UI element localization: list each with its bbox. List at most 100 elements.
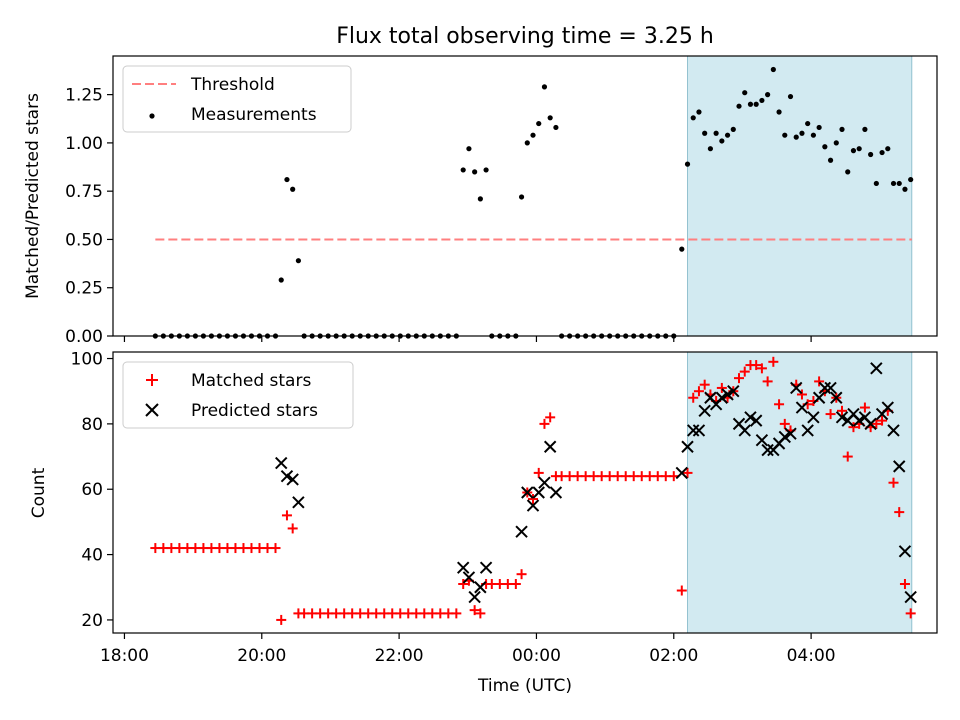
predicted-legend-swatch: [145, 403, 159, 417]
predicted-star-point: [801, 424, 814, 437]
measurement-point: [765, 92, 771, 98]
measurement-point: [833, 140, 839, 146]
measurement-point: [707, 146, 714, 152]
measurement-point: [816, 124, 822, 131]
measurement-point: [787, 93, 794, 100]
measurement-point: [793, 134, 799, 140]
measurement-point: [530, 132, 536, 138]
predicted-star-point: [692, 424, 706, 437]
measurement-point: [536, 120, 542, 127]
matched-star-point: [469, 605, 480, 616]
matched-star-point: [287, 523, 298, 534]
y-tick-label: 20: [81, 611, 103, 631]
matched-star-point: [859, 402, 870, 413]
matched-star-point: [281, 510, 292, 521]
measurement-point: [466, 146, 472, 152]
bottom-axes-frame: [112, 351, 938, 634]
matched-star-point: [796, 389, 807, 400]
measurement-point: [873, 180, 879, 187]
measurement-point: [547, 115, 553, 121]
measurement-point: [753, 101, 759, 107]
predicted-star-point: [812, 391, 826, 404]
matched-star-point: [682, 467, 693, 478]
matched-star-point: [276, 614, 287, 625]
predicted-star-point: [456, 561, 470, 574]
bottom-legend: Matched stars Predicted stars: [122, 361, 354, 429]
measurement-point: [730, 126, 736, 132]
predicted-star-point: [870, 362, 883, 375]
predicted-star-point: [681, 440, 694, 453]
measurement-point: [284, 176, 290, 183]
measurement-point: [295, 258, 301, 264]
matched-star-point: [877, 415, 888, 426]
matched-star-point: [528, 494, 539, 505]
predicted-star-point: [543, 440, 557, 453]
predicted-star-point: [824, 381, 837, 395]
bottom-y-axis-label: Count: [29, 467, 49, 518]
observing-span-top: [687, 55, 913, 337]
matched-star-point: [837, 405, 848, 416]
predicted-star-point: [687, 424, 700, 437]
predicted-star-point: [807, 411, 820, 424]
measurement-point: [460, 167, 466, 173]
predicted-star-point: [818, 381, 832, 395]
measurement-point: [472, 169, 478, 175]
matched-star-point: [825, 409, 836, 420]
matched-legend-swatch: [146, 374, 158, 386]
measurement-point: [702, 130, 708, 136]
predicted-star-point: [474, 581, 487, 594]
predicted-star-point: [904, 590, 917, 604]
matched-star-point: [516, 569, 527, 580]
matched-star-point: [510, 578, 521, 589]
matched-star-point: [842, 451, 853, 462]
top-legend: Threshold Measurements: [122, 65, 352, 133]
measurement-point: [679, 246, 685, 252]
matched-star-point: [451, 608, 462, 619]
matched-star-point: [779, 418, 790, 429]
predicted-star-point: [790, 381, 803, 395]
measurement-point: [553, 124, 559, 131]
measurement-point: [782, 132, 788, 138]
matched-star-point: [676, 585, 687, 596]
predicted-star-point: [887, 424, 900, 437]
measurement-point: [690, 115, 696, 121]
matched-star-point: [688, 392, 699, 403]
matched-star-point: [699, 379, 710, 390]
matched-star-point: [734, 373, 745, 384]
measurement-point: [885, 146, 891, 152]
matched-star-point: [899, 578, 910, 589]
chart-title: Flux total observing time = 3.25 h: [336, 24, 714, 49]
predicted-star-point: [738, 424, 751, 437]
predicted-star-point: [538, 476, 551, 489]
matched-star-point: [894, 507, 905, 518]
predicted-star-point: [830, 391, 843, 404]
measurement-point: [810, 132, 817, 138]
predicted-star-point: [286, 473, 299, 486]
matched-star-point: [739, 366, 750, 377]
predicted-star-point: [893, 460, 906, 473]
y-tick-label: 0.75: [65, 182, 103, 202]
measurement-point: [868, 151, 874, 158]
predicted-star-point: [280, 469, 294, 483]
measurement-point: [827, 157, 834, 163]
matched-star-point: [533, 467, 544, 478]
y-tick-label: 100: [71, 350, 103, 370]
predicted-star-point: [292, 496, 305, 509]
matched-star-point: [762, 376, 773, 387]
predicted-star-point: [721, 388, 734, 401]
predicted-star-point: [715, 391, 729, 404]
matched-star-point: [888, 477, 899, 488]
measurement-point: [862, 126, 868, 132]
measurements-legend-swatch: [149, 113, 155, 119]
measurement-point: [902, 186, 908, 192]
predicted-star-point: [881, 401, 894, 414]
measurement-point: [278, 277, 284, 283]
measurement-point: [541, 84, 548, 90]
measurement-point: [696, 109, 702, 115]
matched-star-point: [905, 608, 916, 619]
x-tick-label: 18:00: [100, 646, 149, 666]
y-tick-label: 0.25: [65, 279, 103, 299]
measurement-point: [850, 148, 857, 154]
matched-star-point: [693, 386, 704, 397]
measurement-point: [713, 130, 719, 136]
